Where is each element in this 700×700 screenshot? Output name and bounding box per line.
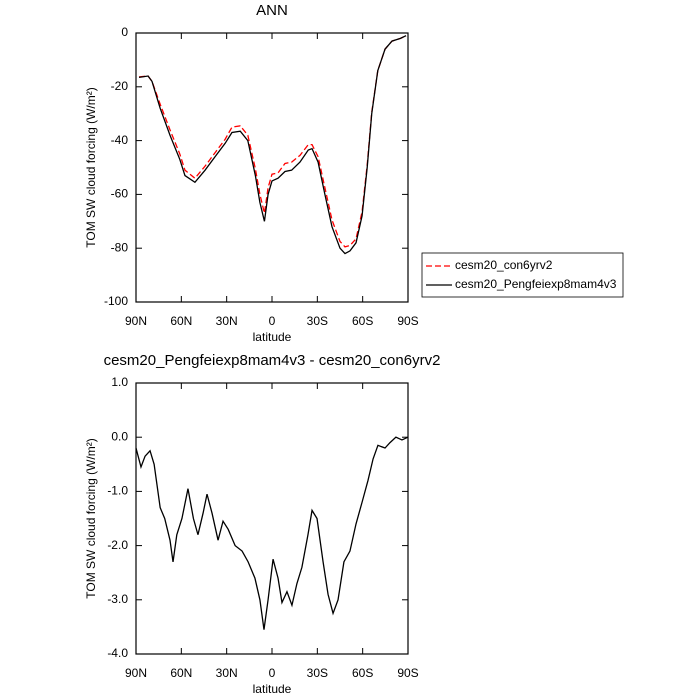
y-tick-label: -20 [111,79,129,93]
y-tick-label: -2.0 [107,538,128,552]
x-tick-label: 30S [307,666,328,680]
x-tick-label: 60S [352,314,373,328]
x-tick-label: 90S [397,666,418,680]
plot-frame [135,32,409,303]
chart-title: cesm20_Pengfeiexp8mam4v3 - cesm20_con6yr… [104,352,441,369]
panel: cesm20_Pengfeiexp8mam4v3 - cesm20_con6yr… [84,352,440,696]
x-axis-label: latitude [253,682,292,696]
x-tick-label: 30S [307,314,328,328]
legend-box [421,252,624,298]
y-tick-label: 0 [121,25,128,39]
data-line [138,35,407,255]
y-tick-label: -1.0 [107,484,128,498]
chart-title: ANN [256,2,288,19]
y-tick-label: -4.0 [107,646,128,660]
x-tick-label: 90S [397,314,418,328]
x-tick-label: 30N [216,314,238,328]
x-tick-label: 60N [170,666,192,680]
legend-label: cesm20_Pengfeiexp8mam4v3 [455,277,617,291]
y-tick-label: -3.0 [107,592,128,606]
x-axis-label: latitude [253,330,292,344]
y-axis-label: TOM SW cloud forcing (W/m²) [84,438,98,598]
y-tick-label: 1.0 [111,375,128,389]
x-tick-label: 0 [269,314,276,328]
data-line [135,436,409,630]
y-tick-label: -40 [111,133,129,147]
y-tick-label: 0.0 [111,429,128,443]
data-line [138,35,407,248]
plot-frame [135,382,409,655]
x-tick-label: 60N [170,314,192,328]
x-tick-label: 90N [125,666,147,680]
x-tick-label: 90N [125,314,147,328]
y-tick-label: -80 [111,240,129,254]
y-axis-label: TOM SW cloud forcing (W/m²) [84,87,98,247]
legend: cesm20_con6yrv2 cesm20_Pengfeiexp8mam4v3 [421,252,624,298]
legend-label: cesm20_con6yrv2 [455,258,553,272]
y-tick-label: -60 [111,187,129,201]
y-tick-label: -100 [104,294,128,308]
x-tick-label: 30N [216,666,238,680]
panel: ANN latitude TOM SW cloud forcing (W/m²) -1… [84,2,624,344]
x-tick-label: 60S [352,666,373,680]
x-tick-label: 0 [269,666,276,680]
